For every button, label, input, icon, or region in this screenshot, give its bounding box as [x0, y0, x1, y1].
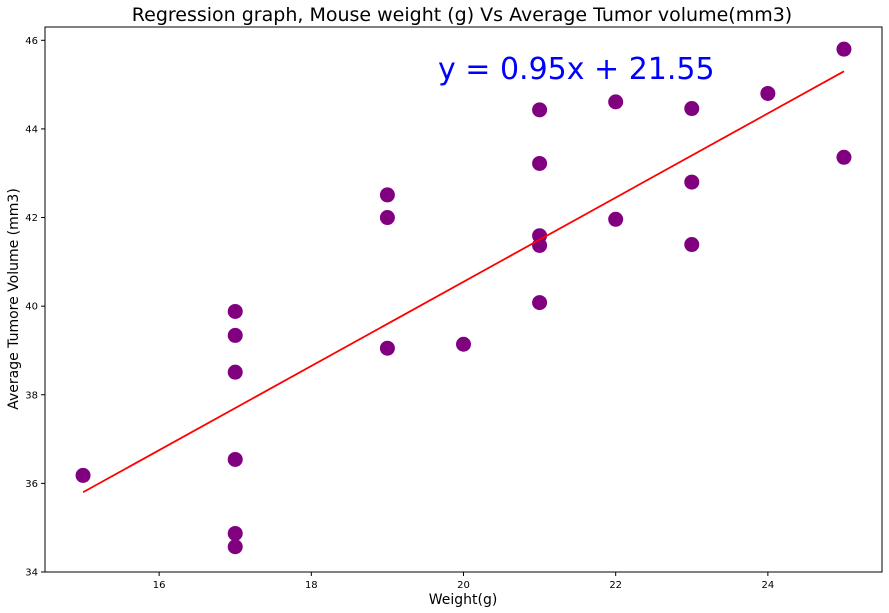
data-point-8 [379, 210, 395, 226]
data-point-22 [836, 41, 852, 57]
data-point-15 [532, 295, 548, 311]
y-tick-label-44: 44 [25, 124, 38, 135]
data-point-18 [684, 101, 700, 117]
plot-area [75, 41, 852, 555]
y-tick-label-40: 40 [25, 302, 38, 313]
data-point-9 [379, 340, 395, 356]
data-point-20 [684, 237, 700, 253]
data-point-16 [608, 94, 624, 110]
data-point-2 [227, 327, 243, 343]
data-point-21 [760, 85, 776, 101]
data-point-7 [379, 187, 395, 203]
data-point-23 [836, 149, 852, 165]
x-tick-label-24: 24 [761, 580, 774, 591]
data-point-3 [227, 364, 243, 380]
x-tick-label-18: 18 [305, 580, 318, 591]
y-tick-label-46: 46 [25, 36, 38, 47]
data-point-11 [532, 102, 548, 118]
data-point-10 [456, 336, 471, 352]
y-axis-ticks: 34 36 38 40 42 44 46 [25, 36, 45, 579]
data-point-19 [684, 174, 700, 190]
data-point-1 [227, 303, 243, 319]
y-tick-label-42: 42 [25, 213, 38, 224]
regression-line [82, 70, 845, 494]
chart-title: Regression graph, Mouse weight (g) Vs Av… [132, 4, 792, 26]
data-point-0 [75, 467, 91, 483]
data-point-5 [227, 525, 243, 541]
data-point-4 [227, 451, 243, 467]
y-tick-label-38: 38 [25, 390, 38, 401]
data-point-12 [532, 155, 548, 171]
x-axis-ticks: 16 18 20 22 24 [153, 572, 774, 591]
x-axis-label: Weight(g) [429, 592, 498, 608]
y-axis-label: Average Tumore Volume (mm3) [6, 188, 22, 410]
plot-frame [44, 26, 883, 573]
x-tick-label-16: 16 [153, 580, 166, 591]
regression-equation: y = 0.95x + 21.55 [438, 52, 715, 87]
x-tick-label-20: 20 [457, 580, 470, 591]
data-point-6 [227, 539, 243, 555]
y-tick-label-34: 34 [25, 568, 38, 579]
x-tick-label-22: 22 [609, 580, 622, 591]
data-point-17 [608, 211, 624, 227]
y-tick-label-36: 36 [25, 479, 38, 490]
